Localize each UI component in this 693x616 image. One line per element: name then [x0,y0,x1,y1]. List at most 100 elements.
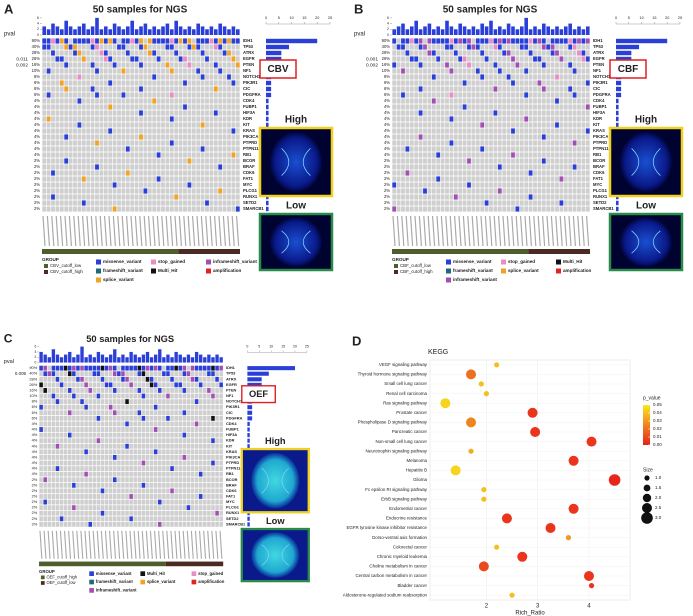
oncoprint-cell [542,188,546,193]
oncoprint-cell [73,122,77,127]
oncoprint-cell [511,56,515,61]
oncoprint-cell [135,188,139,193]
oncoprint-cell [183,500,187,505]
oncoprint-cell [191,522,195,527]
oncoprint-cell [586,92,590,97]
sample-id [162,216,164,246]
oncoprint-cell [95,68,99,73]
count-tick-label: 0 [615,16,617,20]
oncoprint-cell [207,461,211,466]
oncoprint-cell [48,477,52,482]
oncoprint-cell [436,158,440,163]
oncoprint-cell [113,50,117,55]
oncoprint-cell [144,134,148,139]
oncoprint-cell [450,38,454,43]
oncoprint-cell [93,377,97,382]
oncoprint-cell [91,44,95,49]
oncoprint-cell [410,170,414,175]
oncoprint-cell [458,116,462,121]
oncoprint-cell [397,104,401,109]
percent-label: 2% [384,182,390,187]
sample-bar [146,352,149,363]
sample-id [393,216,395,246]
oncoprint-cell [48,366,52,371]
oncoprint-cell [211,371,215,376]
oncoprint-cell [502,194,506,199]
oncoprint-cell [146,394,150,399]
oncoprint-cell [64,122,68,127]
oncoprint-cell [162,382,166,387]
oncoprint-cell [467,176,471,181]
oncoprint-cell [507,62,511,67]
sample-id [538,216,540,246]
oncoprint-cell [82,38,86,43]
oncoprint-cell [91,116,95,121]
oncoprint-cell [573,146,577,151]
gene-label: PIK3R1 [226,404,240,409]
legend-swatch [151,269,156,274]
oncoprint-cell [223,200,227,205]
y-tick-label: Glioma [413,477,427,482]
oncoprint-cell [191,466,195,471]
oncoprint-cell [113,92,117,97]
oncoprint-cell [72,488,76,493]
oncoprint-cell [117,472,121,477]
oncoprint-cell [64,158,68,163]
oncoprint-cell [135,80,139,85]
oncoprint-cell [88,416,92,421]
oncoprint-cell [445,200,449,205]
legend-swatch [501,260,506,265]
sample-id [223,216,225,246]
oncoprint-cell [406,38,410,43]
oncoprint-cell [42,116,46,121]
sample-id [512,216,514,246]
oncoprint-cell [489,128,493,133]
oncoprint-cell [154,405,158,410]
oncoprint-cell [121,516,125,521]
oncoprint-cell [39,505,43,510]
oncoprint-cell [142,466,146,471]
oncoprint-cell [432,170,436,175]
oncoprint-cell [52,483,56,488]
oncoprint-cell [72,511,76,516]
oncoprint-cell [480,128,484,133]
oncoprint-cell [401,86,405,91]
oncoprint-cell [100,50,104,55]
oncoprint-cell [108,158,112,163]
oncoprint-cell [227,170,231,175]
oncoprint-cell [161,86,165,91]
oncoprint-cell [170,371,174,376]
oncoprint-cell [507,74,511,79]
oncoprint-cell [199,500,203,505]
oncoprint-cell [130,152,134,157]
oncoprint-cell [139,200,143,205]
oncoprint-cell [43,516,47,521]
oncoprint-cell [397,188,401,193]
oncoprint-cell [174,80,178,85]
oncoprint-cell [86,80,90,85]
oncoprint-cell [95,98,99,103]
oncoprint-cell [121,444,125,449]
oncoprint-cell [91,38,95,43]
oncoprint-cell [174,182,178,187]
oncoprint-cell [436,80,440,85]
oncoprint-cell [174,433,178,438]
oncoprint-cell [546,140,550,145]
oncoprint-cell [68,516,72,521]
oncoprint-cell [166,483,170,488]
oncoprint-cell [192,74,196,79]
oncoprint-cell [154,494,158,499]
count-tick-label: 0 [265,16,267,20]
oncoprint-cell [516,86,520,91]
oncoprint-cell [117,511,121,516]
oncoprint-cell [174,438,178,443]
oncoprint-cell [170,516,174,521]
oncoprint-cell [166,158,170,163]
oncoprint-cell [573,134,577,139]
oncoprint-cell [64,134,68,139]
oncoprint-cell [397,146,401,151]
color-tick-label: 0.04 [653,410,662,415]
oncoprint-cell [223,146,227,151]
oncoprint-cell [476,164,480,169]
oncoprint-cell [117,427,121,432]
